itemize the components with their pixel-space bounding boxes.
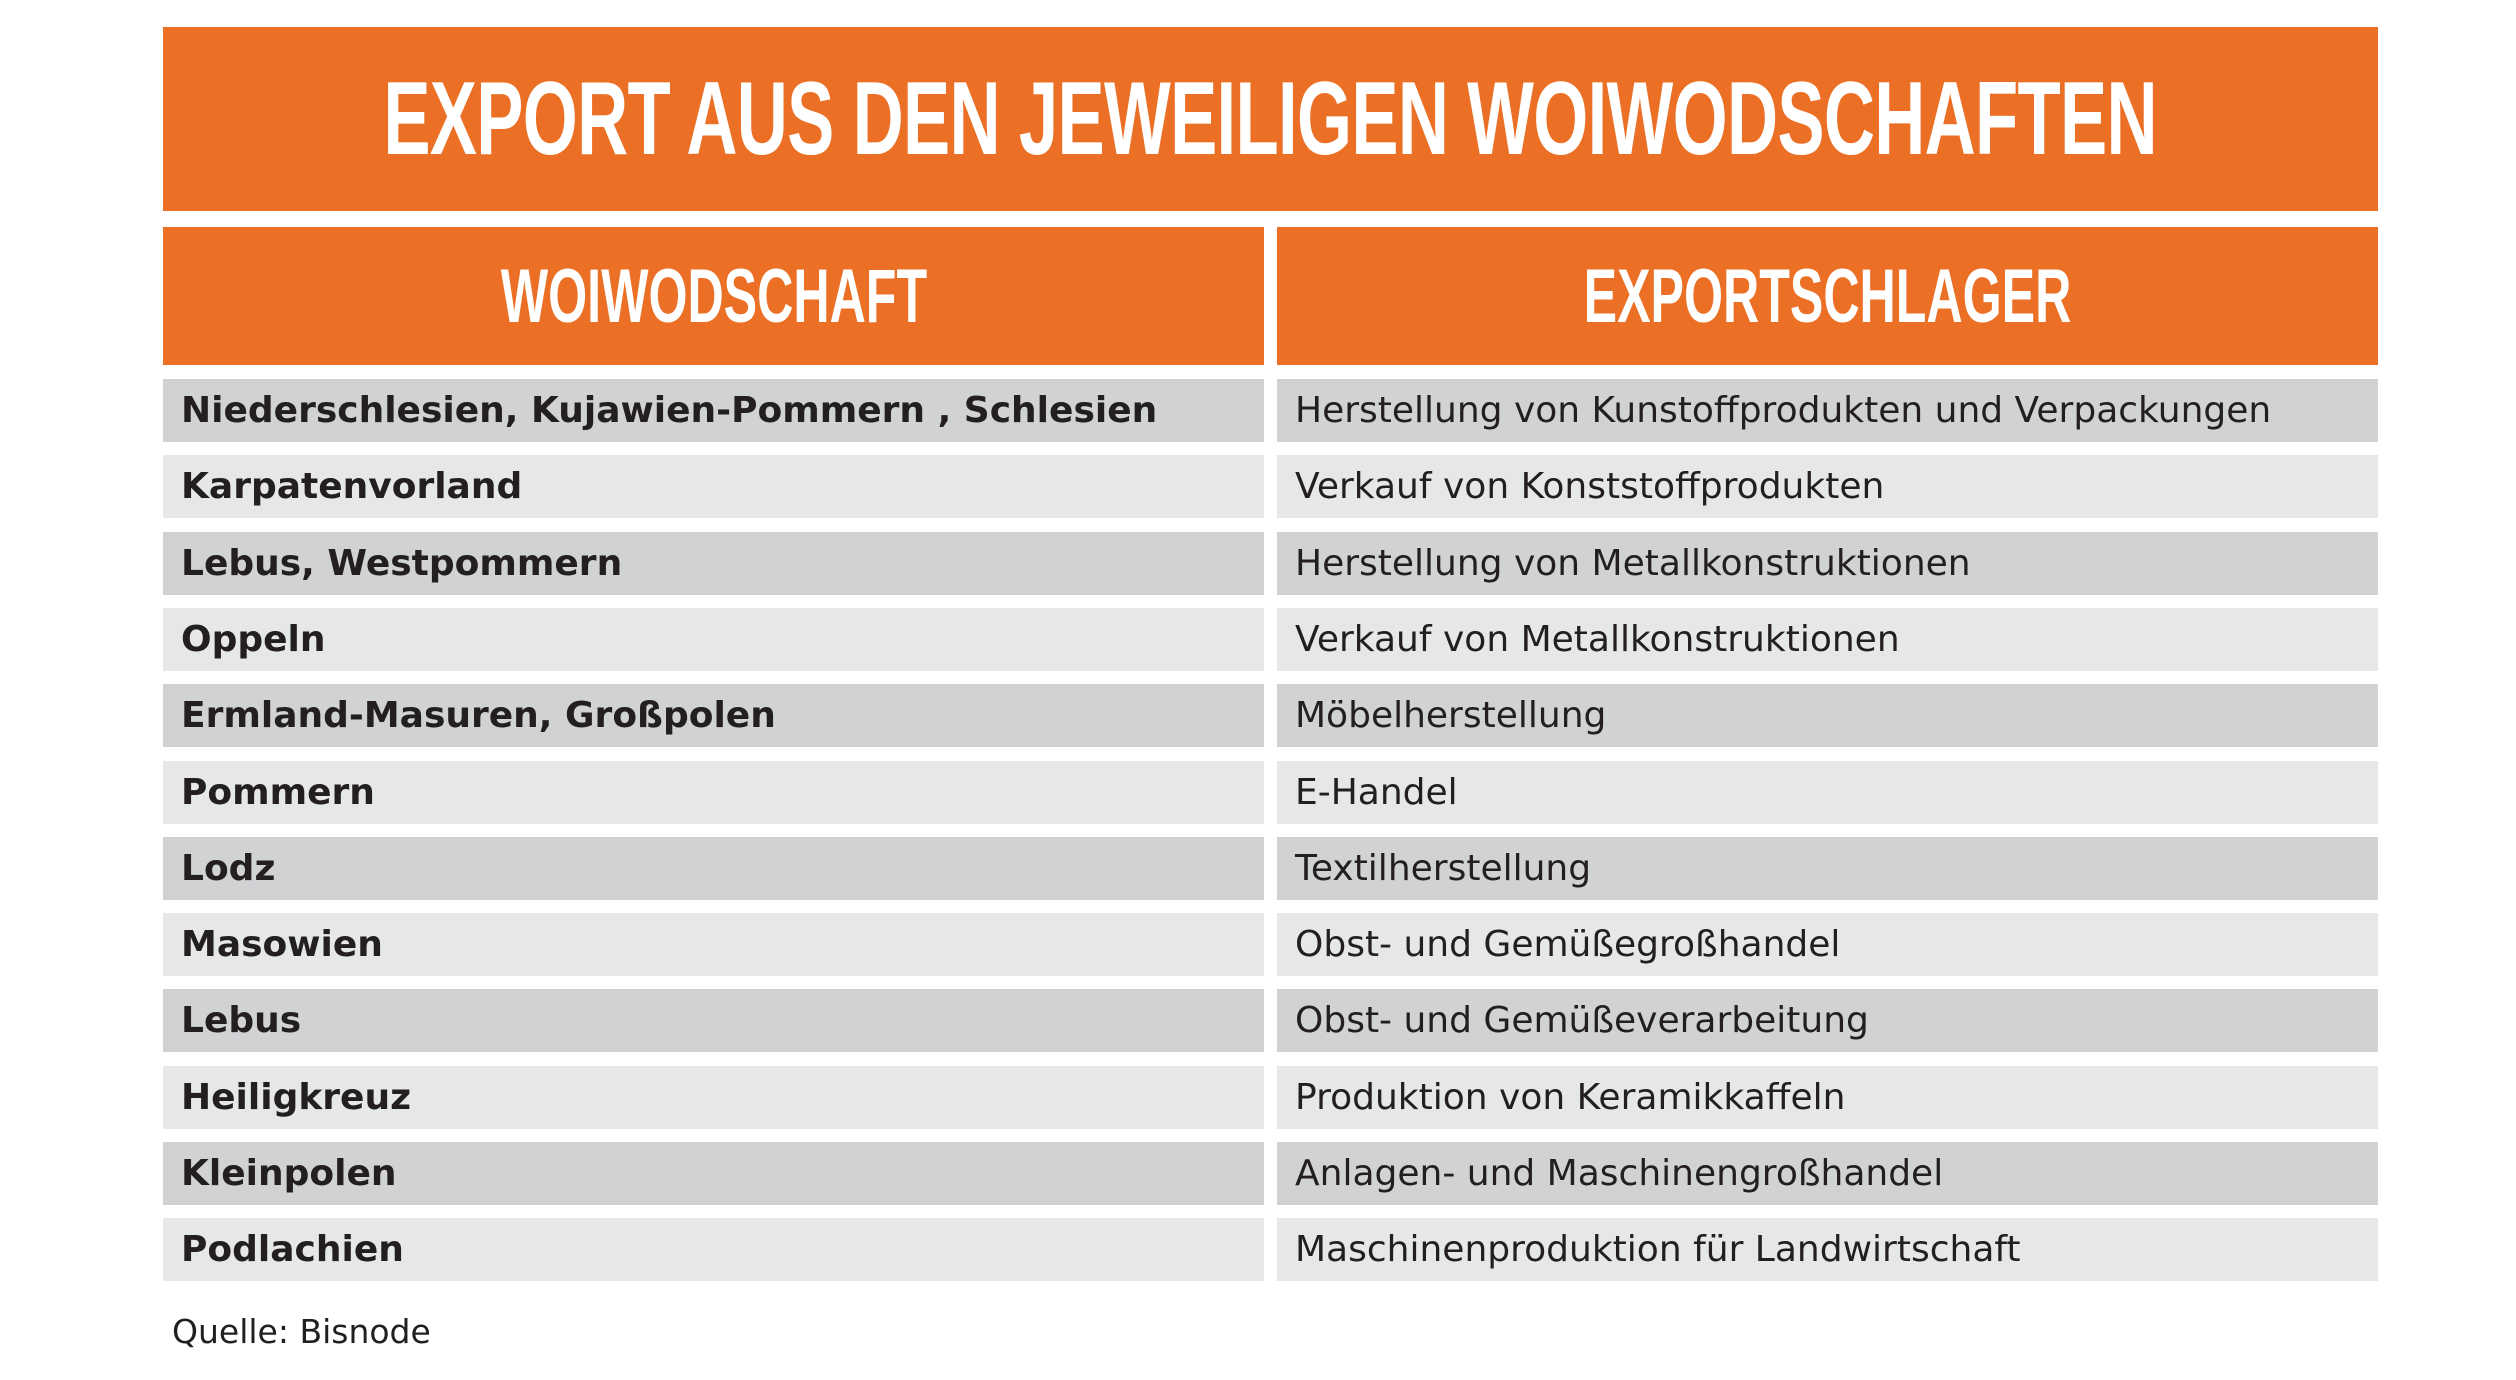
- cell-woiwodschaft: Lebus, Westpommern: [163, 531, 1264, 595]
- cell-exportschlager: Herstellung von Kunstoffprodukten und Ve…: [1277, 379, 2378, 442]
- cell-woiwodschaft: Pommern: [163, 760, 1264, 824]
- cell-exportschlager: Textilherstellung: [1277, 836, 2378, 900]
- cell-woiwodschaft: Lodz: [163, 836, 1264, 900]
- source-note: Quelle: Bisnode: [172, 1312, 431, 1351]
- cell-woiwodschaft: Podlachien: [163, 1218, 1264, 1282]
- column-header-woiwodschaft: WOIWODSCHAFT: [163, 227, 1264, 365]
- cell-exportschlager: E-Handel: [1277, 760, 2378, 824]
- cell-exportschlager: Verkauf von Metallkonstruktionen: [1277, 607, 2378, 671]
- title-text: EXPORT AUS DEN JEWEILIGEN WOIWODSCHAFTEN: [383, 60, 2158, 177]
- cell-woiwodschaft: Ermland-Masuren, Großpolen: [163, 684, 1264, 748]
- cell-exportschlager: Möbelherstellung: [1277, 684, 2378, 748]
- cell-woiwodschaft: Kleinpolen: [163, 1142, 1264, 1205]
- cell-woiwodschaft: Oppeln: [163, 607, 1264, 671]
- cell-woiwodschaft: Niederschlesien, Kujawien-Pommern , Schl…: [163, 379, 1264, 442]
- table-title: EXPORT AUS DEN JEWEILIGEN WOIWODSCHAFTEN: [163, 27, 2378, 211]
- cell-exportschlager: Obst- und Gemüßeverarbeitung: [1277, 989, 2378, 1053]
- cell-exportschlager: Maschinenproduktion für Landwirtschaft: [1277, 1218, 2378, 1282]
- cell-exportschlager: Verkauf von Konststoffprodukten: [1277, 455, 2378, 519]
- cell-exportschlager: Obst- und Gemüßegroßhandel: [1277, 913, 2378, 977]
- column-header-exportschlager: EXPORTSCHLAGER: [1277, 227, 2378, 365]
- cell-woiwodschaft: Karpatenvorland: [163, 455, 1264, 519]
- cell-exportschlager: Produktion von Keramikkaffeln: [1277, 1065, 2378, 1129]
- cell-woiwodschaft: Heiligkreuz: [163, 1065, 1264, 1129]
- cell-exportschlager: Herstellung von Metallkonstruktionen: [1277, 531, 2378, 595]
- cell-exportschlager: Anlagen- und Maschinengroßhandel: [1277, 1142, 2378, 1205]
- cell-woiwodschaft: Lebus: [163, 989, 1264, 1053]
- cell-woiwodschaft: Masowien: [163, 913, 1264, 977]
